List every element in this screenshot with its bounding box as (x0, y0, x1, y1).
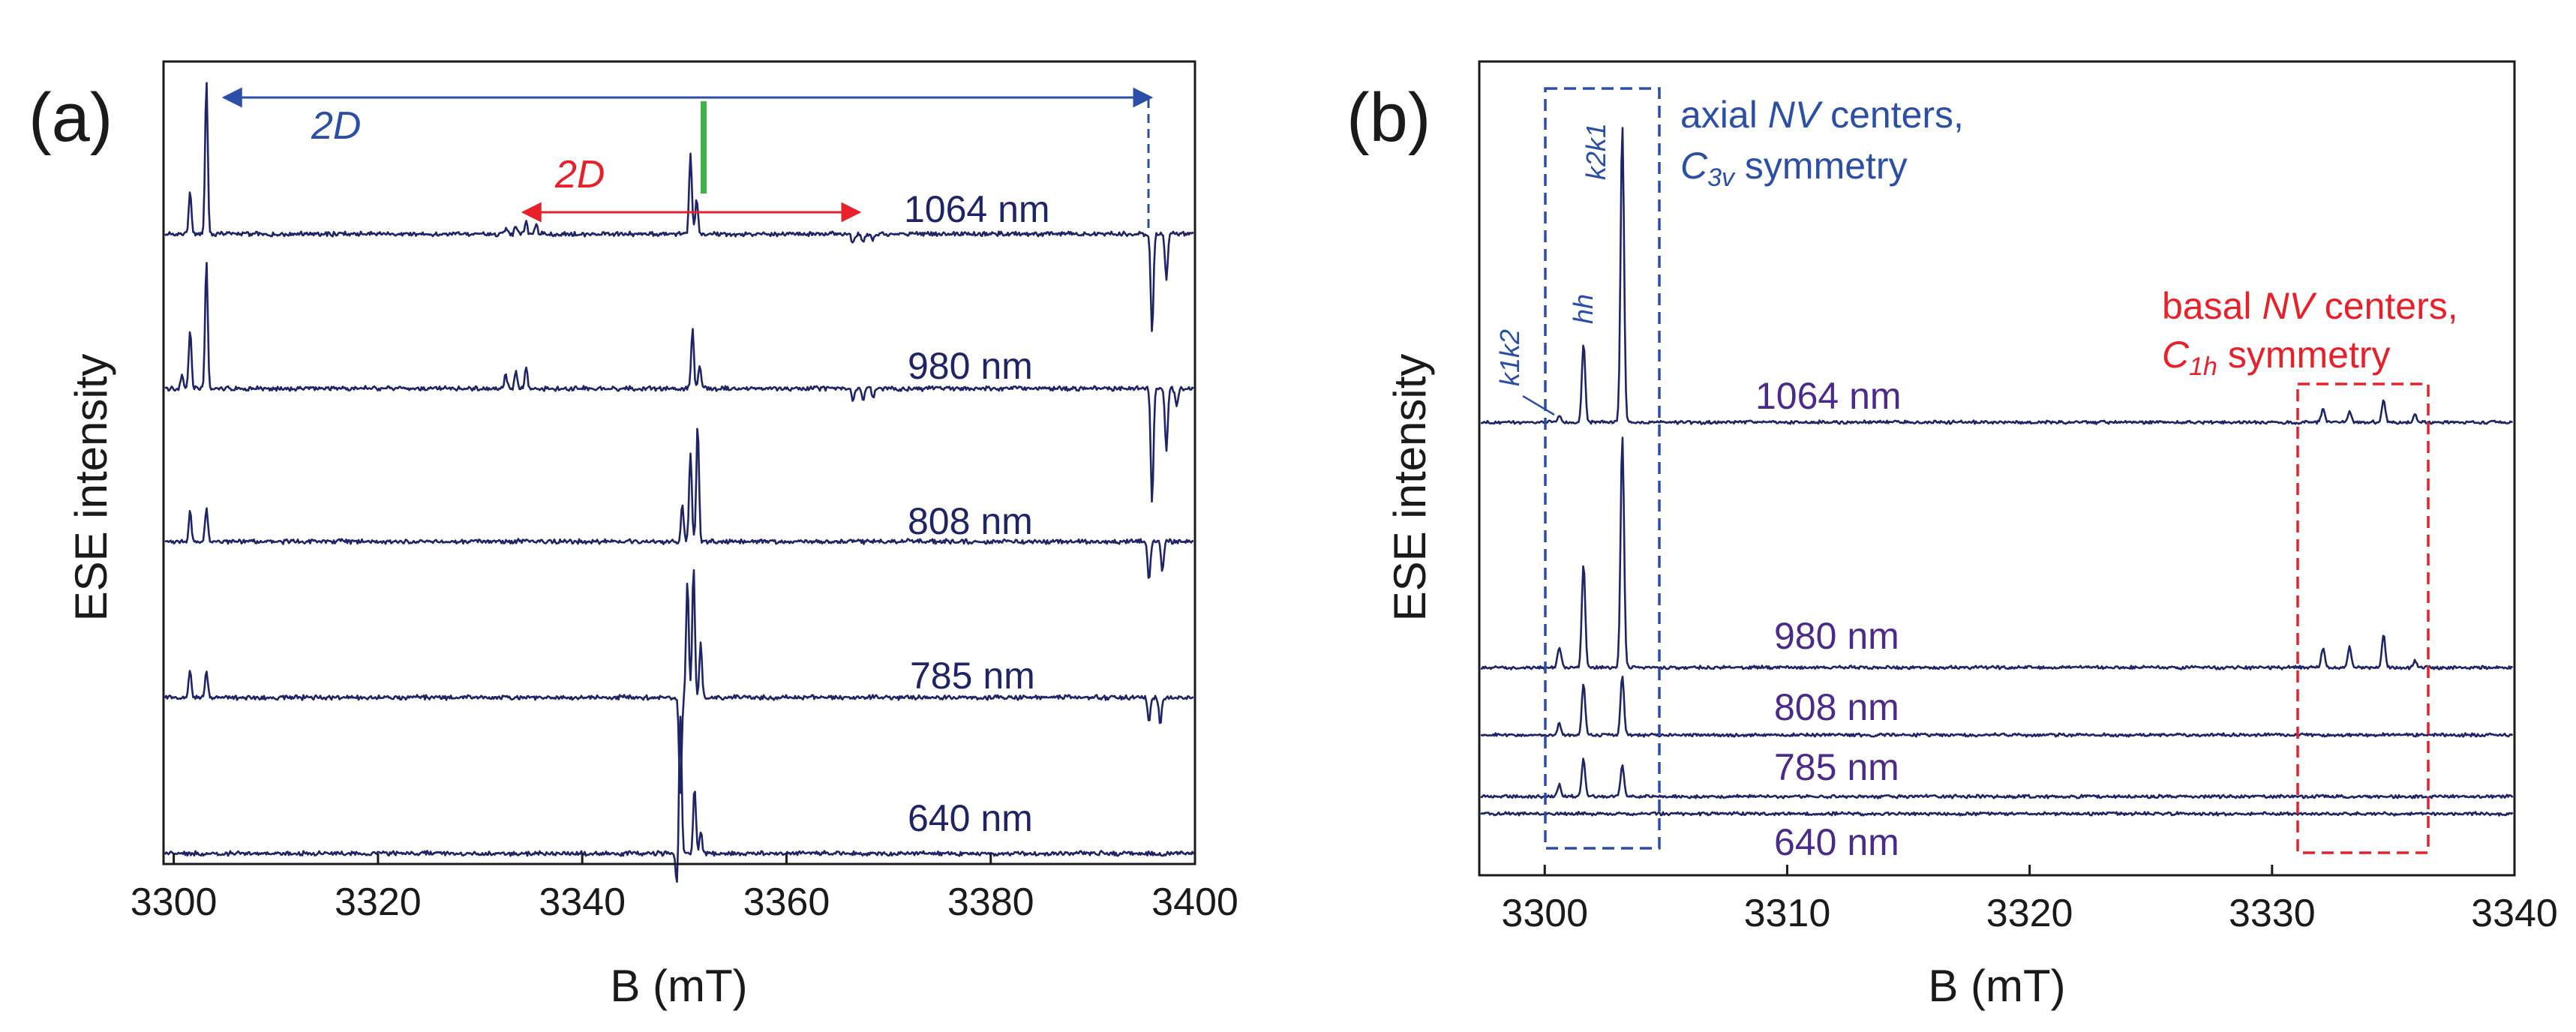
panel-b-ylabel: ESE intensity (1385, 354, 1435, 622)
panel-a-series-label: 808 nm (908, 500, 1033, 542)
basal-nv-label-line2: C1h symmetry (2162, 334, 2390, 381)
panel-a-series-label: 1064 nm (904, 188, 1050, 230)
panel-b-xtick-label: 3300 (1501, 892, 1588, 935)
panel-b-trace-785-nm (1480, 758, 2514, 800)
axial-nv-line1-pre: axial (1680, 94, 1768, 136)
panel-b-series-label: 808 nm (1774, 686, 1899, 728)
axial-nv-line2-sub: 3v (1707, 164, 1736, 192)
panel-b: (b) ESE intensity B (mT) 1064 nm 980 nm 80… (1347, 60, 2558, 1011)
basal-nv-line2-c: C (2162, 334, 2190, 376)
panel-a-series-label: 640 nm (908, 797, 1033, 839)
axial-nv-line2-c: C (1680, 145, 1708, 187)
basal-nv-line1-nv: NV (2262, 285, 2317, 327)
axial-nv-label-line1: axial NV centers, (1680, 94, 1964, 136)
peak-label-k1k2-pointer (1522, 394, 1555, 416)
panel-a-xtick-label: 3400 (1151, 880, 1238, 924)
panel-b-trace-640-nm (1480, 811, 2514, 817)
axial-nv-label-line2: C3v symmetry (1680, 145, 1908, 192)
panel-a-trace-1064-nm (164, 82, 1194, 332)
basal-nv-line2-post: symmetry (2217, 334, 2391, 376)
panel-b-xtick-label: 3330 (2229, 892, 2316, 935)
panel-a-trace-640-nm (164, 716, 1195, 883)
panel-b-trace-808-nm (1480, 675, 2514, 738)
panel-a-red-2d-label: 2D (554, 153, 605, 196)
panel-b-frame (1478, 60, 2516, 877)
panel-a-blue-2d-text: 2D (311, 104, 361, 148)
panel-b-xtick-label: 3340 (2471, 892, 2558, 935)
panel-a-label: (a) (29, 80, 113, 156)
panel-b-trace-1064-nm (1480, 127, 2513, 425)
panel-a-series-label: 785 nm (910, 655, 1035, 697)
panel-a-xlabel: B (mT) (610, 961, 747, 1011)
basal-nv-line2-sub: 1h (2189, 352, 2217, 381)
panel-a-frame (162, 60, 1196, 866)
panel-b-traces: 1064 nm 980 nm 808 nm 785 nm 640 nm (1480, 127, 2514, 863)
panel-a-xtick-label: 3360 (743, 880, 830, 924)
panel-a-trace-980-nm (164, 262, 1194, 503)
axial-nv-line2-post: symmetry (1734, 145, 1908, 187)
panel-b-ticks: 3300 3310 3320 3330 3340 (1501, 865, 2558, 935)
peak-label-hh: hh (1568, 294, 1599, 324)
panel-a-xtick-label: 3320 (335, 880, 422, 924)
panel-a-red-2d-text: 2D (554, 153, 605, 196)
panel-b-series-label: 1064 nm (1755, 375, 1902, 417)
panel-b-series-label: 980 nm (1774, 615, 1899, 657)
panel-b-xlabel: B (mT) (1928, 961, 2065, 1011)
panel-a-series-label: 980 nm (908, 345, 1033, 387)
panel-b-trace-980-nm (1480, 436, 2514, 670)
basal-nv-line1-post: centers, (2314, 285, 2458, 327)
panel-a-ylabel: ESE intensity (66, 354, 116, 622)
panel-b-xtick-label: 3320 (1986, 892, 2073, 935)
panel-a-xtick-label: 3340 (539, 880, 626, 924)
panel-a: (a) ESE intensity B (mT) 1064 nm 980 nm 80… (29, 60, 1238, 1011)
axial-nv-line1-post: centers, (1820, 94, 1964, 136)
panel-a-blue-2d-label: 2D (311, 104, 361, 148)
panel-a-traces: 1064 nm 980 nm 808 nm 785 nm 640 nm (164, 82, 1195, 883)
panel-b-series-label: 785 nm (1774, 746, 1899, 788)
panel-b-xtick-label: 3310 (1744, 892, 1831, 935)
axial-nv-line1-nv: NV (1768, 94, 1824, 136)
peak-label-k1k2: k1k2 (1494, 329, 1525, 386)
basal-nv-label-line1: basal NV centers, (2162, 285, 2458, 327)
panel-b-series-label: 640 nm (1774, 821, 1899, 863)
peak-label-k2k1: k2k1 (1581, 123, 1611, 180)
panel-a-xtick-label: 3300 (131, 880, 218, 924)
panel-a-trace-808-nm (164, 428, 1194, 579)
axial-nv-box (1544, 87, 1661, 850)
panel-b-label: (b) (1347, 80, 1431, 156)
basal-nv-box (2296, 382, 2430, 854)
panel-a-xtick-label: 3380 (947, 880, 1034, 924)
basal-nv-line1-pre: basal (2162, 285, 2262, 327)
